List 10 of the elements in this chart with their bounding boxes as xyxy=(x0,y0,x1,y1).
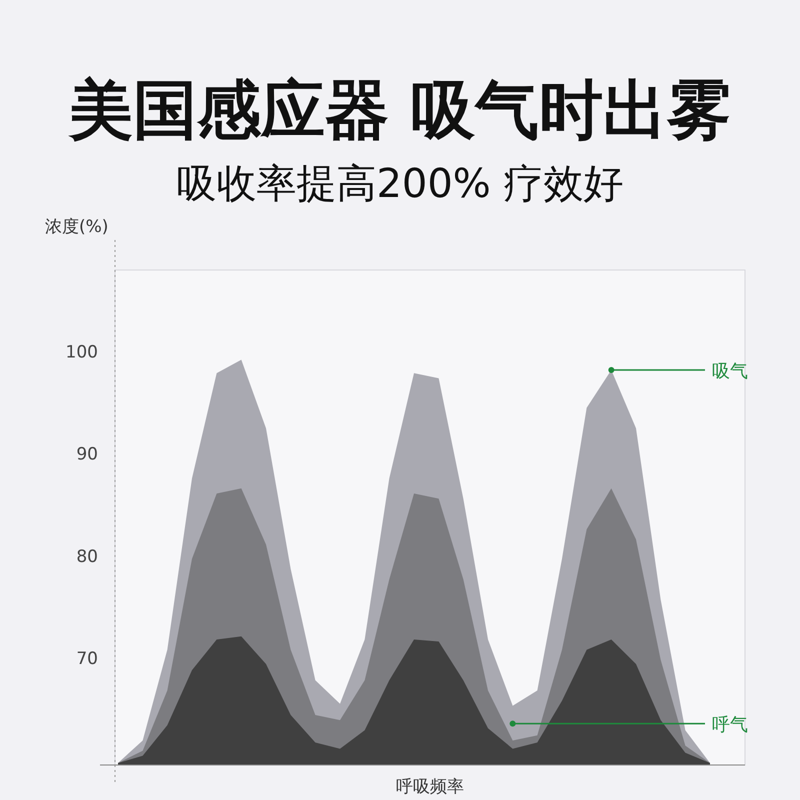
annotation: 呼气 xyxy=(712,714,748,736)
annotation: 吸气 xyxy=(712,361,748,382)
y-tick-label: 80 xyxy=(76,546,98,567)
chart-subtitle: 吸收率提高200% 疗效好 xyxy=(176,161,624,207)
y-tick-label: 90 xyxy=(76,444,98,465)
chart-title: 美国感应器 吸气时出雾 xyxy=(68,74,732,148)
x-axis-title: 呼吸频率 xyxy=(396,777,464,797)
y-tick-label: 100 xyxy=(66,342,98,363)
y-tick-label: 70 xyxy=(76,648,98,669)
y-axis-title: 浓度(%) xyxy=(45,217,108,237)
